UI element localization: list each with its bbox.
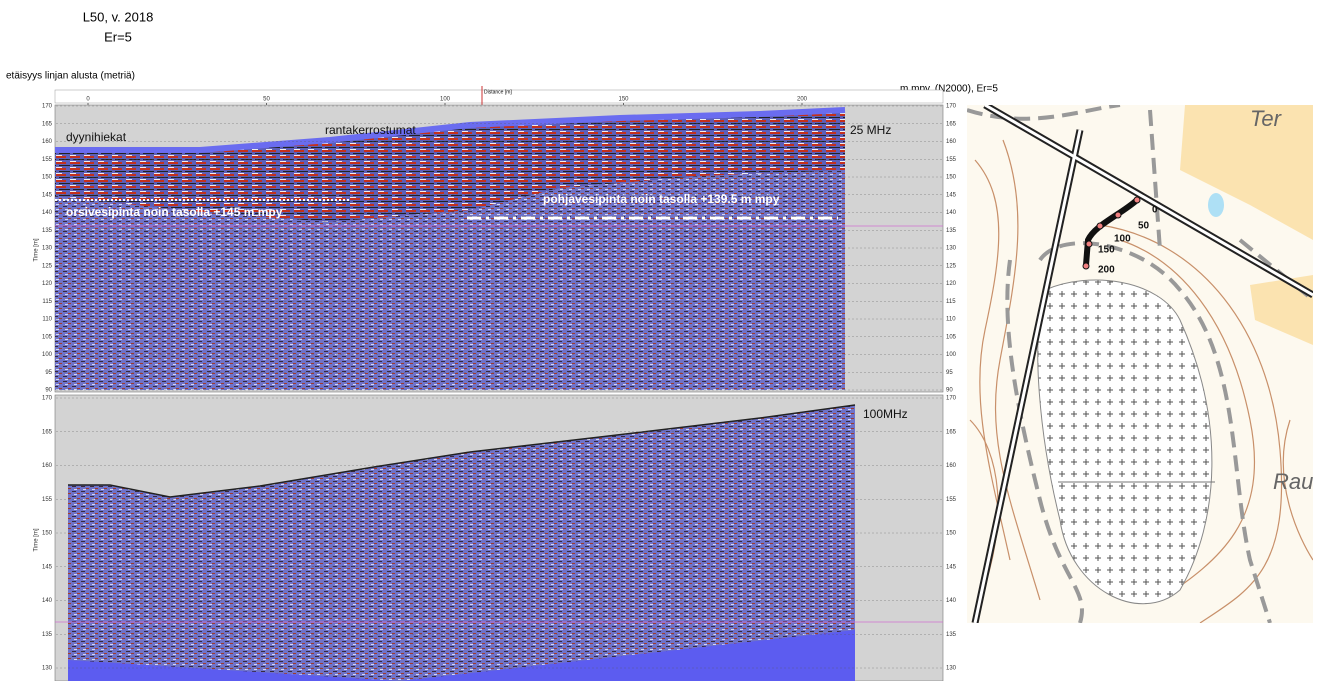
y-tick-label-right: 135 bbox=[946, 632, 957, 638]
route-label: 200 bbox=[1098, 265, 1115, 276]
y-tick-label: 135 bbox=[42, 632, 53, 638]
y-tick-label: 165 bbox=[42, 121, 53, 127]
right-axis-label: m mpy. (N2000), Er=5 bbox=[900, 84, 998, 95]
distance-tick-label: 150 bbox=[618, 97, 629, 103]
frequency-label: 25 MHz bbox=[850, 123, 891, 137]
y-tick-label: 110 bbox=[42, 317, 52, 323]
y-tick-label: 100 bbox=[42, 352, 53, 358]
left-axis-label: etäisyys linjan alusta (metriä) bbox=[6, 71, 135, 82]
y-tick-label-right: 115 bbox=[946, 299, 956, 305]
y-tick-label: 115 bbox=[42, 299, 52, 305]
place-label: Rau bbox=[1273, 469, 1313, 494]
y-tick-label: 105 bbox=[42, 334, 53, 340]
y-tick-label-right: 160 bbox=[946, 463, 957, 469]
annotation: orsivesipinta noin tasolla +145 m mpy bbox=[66, 205, 283, 219]
distance-tick-label: 50 bbox=[263, 97, 270, 103]
y-tick-label-right: 170 bbox=[946, 396, 957, 402]
route-labels: 0 50 100 150 200 bbox=[1098, 205, 1158, 276]
y-tick-label-right: 160 bbox=[946, 139, 957, 145]
distance-tick-label: 0 bbox=[86, 97, 90, 103]
annotation: dyynihiekat bbox=[66, 130, 127, 144]
route-label: 150 bbox=[1098, 245, 1115, 256]
annotation: pohjavesipinta noin tasolla +139.5 m mpy bbox=[543, 192, 780, 206]
y-tick-label-right: 120 bbox=[946, 281, 957, 287]
y-tick-label: 145 bbox=[42, 564, 53, 570]
y-tick-label: 130 bbox=[42, 666, 53, 672]
y-tick-label: 155 bbox=[42, 497, 53, 503]
y-tick-label-right: 155 bbox=[946, 497, 957, 503]
y-tick-label: 165 bbox=[42, 429, 53, 435]
route-label: 50 bbox=[1138, 221, 1150, 232]
y-tick-label-right: 110 bbox=[946, 317, 956, 323]
subtitle: Er=5 bbox=[104, 29, 132, 44]
y-tick-label: 140 bbox=[42, 210, 53, 216]
y-tick-label-right: 165 bbox=[946, 429, 957, 435]
y-tick-label-right: 140 bbox=[946, 210, 957, 216]
y-tick-label-right: 100 bbox=[946, 352, 957, 358]
y-tick-label-right: 170 bbox=[946, 104, 957, 110]
y-tick-label: 160 bbox=[42, 139, 53, 145]
y-tick-label: 90 bbox=[45, 388, 52, 394]
frequency-label: 100MHz bbox=[863, 407, 908, 421]
y-tick-label-right: 125 bbox=[946, 263, 957, 269]
y-tick-label: 145 bbox=[42, 192, 53, 198]
y-tick-label-right: 90 bbox=[946, 388, 953, 394]
title: L50, v. 2018 bbox=[83, 9, 154, 24]
distance-axis bbox=[54, 89, 944, 104]
map bbox=[967, 105, 1313, 623]
y-tick-label: 170 bbox=[42, 104, 53, 110]
distance-axis-label: Distance [m] bbox=[484, 89, 512, 95]
y-axis-label: Time [m] bbox=[34, 528, 40, 551]
y-tick-label-right: 155 bbox=[946, 157, 957, 163]
y-tick-label-right: 165 bbox=[946, 121, 957, 127]
y-tick-label-right: 145 bbox=[946, 192, 957, 198]
y-tick-label: 150 bbox=[42, 531, 53, 537]
y-tick-label: 135 bbox=[42, 228, 53, 234]
route-label: 100 bbox=[1114, 234, 1131, 245]
distance-tick-label: 200 bbox=[797, 97, 808, 103]
panel-25mhz bbox=[54, 104, 944, 393]
y-tick-label: 125 bbox=[42, 263, 53, 269]
y-axis-label: Time [m] bbox=[34, 238, 40, 261]
y-tick-label-right: 95 bbox=[946, 370, 953, 376]
y-tick-label-right: 135 bbox=[946, 228, 957, 234]
y-tick-label: 160 bbox=[42, 463, 53, 469]
y-tick-label: 150 bbox=[42, 175, 53, 181]
distance-tick-label: 100 bbox=[440, 97, 451, 103]
y-tick-label: 130 bbox=[42, 246, 53, 252]
y-tick-label-right: 130 bbox=[946, 246, 957, 252]
y-tick-label-right: 140 bbox=[946, 598, 957, 604]
y-tick-label: 120 bbox=[42, 281, 53, 287]
route-label: 0 bbox=[1152, 205, 1158, 216]
place-label: Ter bbox=[1250, 106, 1283, 131]
y-tick-label-right: 145 bbox=[946, 564, 957, 570]
annotation: rantakerrostumat bbox=[325, 123, 416, 137]
y-tick-label: 155 bbox=[42, 157, 53, 163]
y-tick-label-right: 150 bbox=[946, 175, 957, 181]
y-tick-label: 170 bbox=[42, 396, 53, 402]
y-tick-label-right: 130 bbox=[946, 666, 957, 672]
y-tick-label: 95 bbox=[45, 370, 52, 376]
y-tick-label: 140 bbox=[42, 598, 53, 604]
y-tick-label-right: 150 bbox=[946, 531, 957, 537]
panel-100mhz bbox=[54, 394, 944, 681]
y-tick-label-right: 105 bbox=[946, 334, 957, 340]
